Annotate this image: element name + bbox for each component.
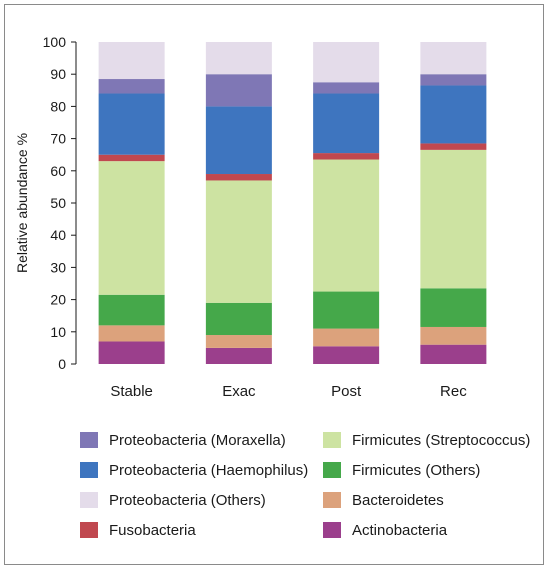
bar-segment-stable-proteobacteria-others bbox=[98, 42, 165, 80]
bar-segment-post-bacteroidetes bbox=[313, 328, 380, 347]
bar-segment-post-proteobacteria-moraxella bbox=[313, 82, 380, 94]
x-category-label: Stable bbox=[110, 383, 153, 400]
legend-swatch bbox=[80, 492, 98, 508]
x-axis-labels: Stable Exac Post Rec bbox=[110, 383, 467, 400]
y-tick-label: 40 bbox=[50, 227, 66, 243]
legend-swatch bbox=[80, 432, 98, 448]
x-category-label: Post bbox=[331, 383, 362, 400]
y-tick-label: 10 bbox=[50, 324, 66, 340]
y-tick-label: 50 bbox=[50, 195, 66, 211]
legend-label: Fusobacteria bbox=[109, 521, 196, 539]
bar-segment-exac-proteobacteria-haemophilus bbox=[205, 106, 272, 175]
legend-swatch bbox=[323, 522, 341, 538]
legend-label: Proteobacteria (Haemophilus) bbox=[109, 461, 309, 479]
bar-segment-post-proteobacteria-others bbox=[313, 42, 380, 83]
legend-swatch bbox=[80, 462, 98, 478]
bar-segment-exac-proteobacteria-moraxella bbox=[205, 74, 272, 107]
legend-label: Bacteroidetes bbox=[352, 491, 444, 509]
figure-frame bbox=[4, 4, 544, 565]
bar-segment-exac-firmicutes-streptococcus bbox=[205, 180, 272, 303]
y-axis-label: Relative abundance % bbox=[14, 133, 30, 273]
bar-segment-stable-actinobacteria bbox=[98, 341, 165, 364]
bar-segment-exac-firmicutes-others bbox=[205, 302, 272, 336]
bar-segment-stable-firmicutes-streptococcus bbox=[98, 161, 165, 295]
y-axis: 0 10 20 30 40 50 60 70 80 90 100 bbox=[43, 34, 77, 372]
y-tick-label: 70 bbox=[50, 131, 66, 147]
bar-segment-rec-bacteroidetes bbox=[420, 326, 487, 345]
stacked-bar-chart: 0 10 20 30 40 50 60 70 80 90 100 Stable Exac Post Rec… bbox=[14, 34, 487, 400]
bar-segment-post-fusobacteria bbox=[313, 153, 380, 160]
legend-label: Firmicutes (Others) bbox=[352, 461, 481, 479]
legend-label: Proteobacteria (Moraxella) bbox=[109, 431, 286, 449]
y-tick-label: 90 bbox=[50, 66, 66, 82]
legend-label: Proteobacteria (Others) bbox=[109, 491, 266, 509]
bar-segment-exac-actinobacteria bbox=[205, 347, 272, 364]
y-tick-label: 100 bbox=[43, 34, 67, 50]
bar-segment-rec-proteobacteria-moraxella bbox=[420, 74, 487, 86]
bar-segment-stable-fusobacteria bbox=[98, 154, 165, 162]
legend-swatch bbox=[80, 522, 98, 538]
bar-segment-post-actinobacteria bbox=[313, 346, 380, 364]
y-tick-label: 20 bbox=[50, 292, 66, 308]
bar-segment-exac-bacteroidetes bbox=[205, 335, 272, 348]
bar-segment-stable-proteobacteria-haemophilus bbox=[98, 93, 165, 155]
bar-segment-rec-actinobacteria bbox=[420, 344, 487, 364]
y-tick-label: 30 bbox=[50, 259, 66, 275]
legend-item: Proteobacteria (Others) bbox=[80, 490, 266, 510]
bar-segment-rec-fusobacteria bbox=[420, 143, 487, 150]
bar-segment-post-firmicutes-streptococcus bbox=[313, 159, 380, 292]
legend-item: Fusobacteria bbox=[80, 520, 196, 540]
bar-segment-stable-firmicutes-others bbox=[98, 294, 165, 326]
y-tick-label: 60 bbox=[50, 163, 66, 179]
legend-item: Actinobacteria bbox=[323, 520, 447, 540]
x-category-label: Exac bbox=[222, 383, 256, 400]
y-tick-label: 80 bbox=[50, 98, 66, 114]
bar-segment-post-firmicutes-others bbox=[313, 291, 380, 329]
legend-swatch bbox=[323, 432, 341, 448]
bars-group bbox=[98, 42, 487, 364]
legend-swatch bbox=[323, 462, 341, 478]
legend-swatch bbox=[323, 492, 341, 508]
bar-segment-rec-proteobacteria-others bbox=[420, 42, 487, 75]
legend-item: Proteobacteria (Moraxella) bbox=[80, 430, 286, 450]
legend-label: Actinobacteria bbox=[352, 521, 448, 539]
bar-segment-exac-proteobacteria-others bbox=[205, 42, 272, 75]
legend-item: Firmicutes (Streptococcus) bbox=[323, 430, 530, 450]
legend-item: Proteobacteria (Haemophilus) bbox=[80, 460, 308, 480]
bar-segment-stable-bacteroidetes bbox=[98, 325, 165, 342]
legend-item: Firmicutes (Others) bbox=[323, 460, 480, 480]
bar-segment-post-proteobacteria-haemophilus bbox=[313, 93, 380, 154]
bar-segment-exac-fusobacteria bbox=[205, 174, 272, 181]
legend-item: Bacteroidetes bbox=[323, 490, 444, 510]
bar-segment-stable-proteobacteria-moraxella bbox=[98, 79, 165, 94]
x-category-label: Rec bbox=[440, 383, 467, 400]
bar-segment-rec-firmicutes-others bbox=[420, 288, 487, 327]
bar-segment-rec-proteobacteria-haemophilus bbox=[420, 85, 487, 144]
y-tick-label: 0 bbox=[58, 356, 66, 372]
legend-label: Firmicutes (Streptococcus) bbox=[352, 431, 531, 449]
bar-segment-rec-firmicutes-streptococcus bbox=[420, 149, 487, 289]
